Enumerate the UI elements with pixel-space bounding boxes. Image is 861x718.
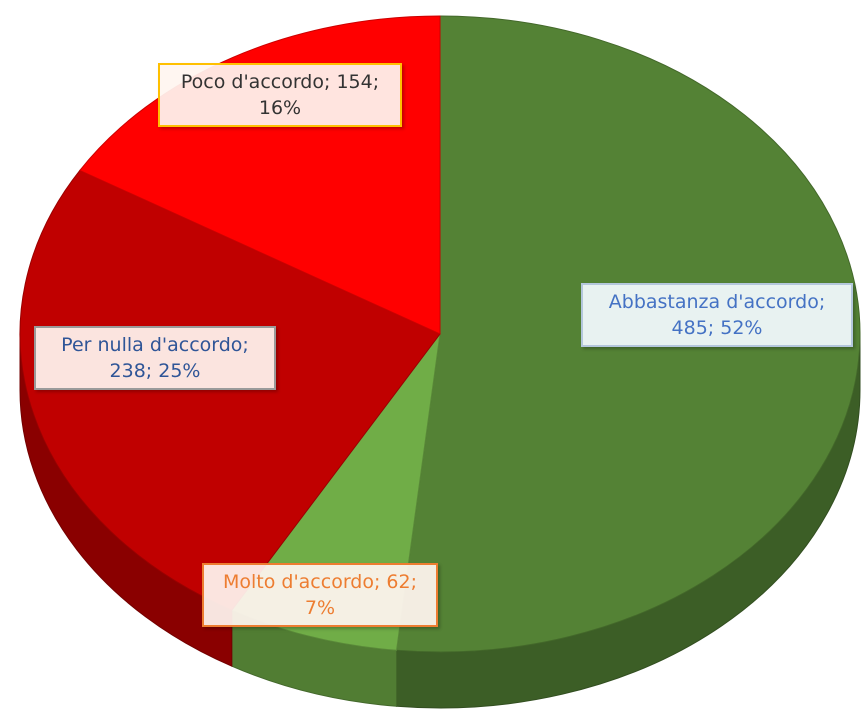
data-label: Molto d'accordo; 62; 7% bbox=[202, 563, 438, 627]
pie-slice bbox=[19, 169, 441, 611]
data-label: Per nulla d'accordo; 238; 25% bbox=[34, 326, 276, 390]
data-label: Abbastanza d'accordo; 485; 52% bbox=[581, 283, 853, 347]
data-label: Poco d'accordo; 154; 16% bbox=[158, 63, 402, 127]
